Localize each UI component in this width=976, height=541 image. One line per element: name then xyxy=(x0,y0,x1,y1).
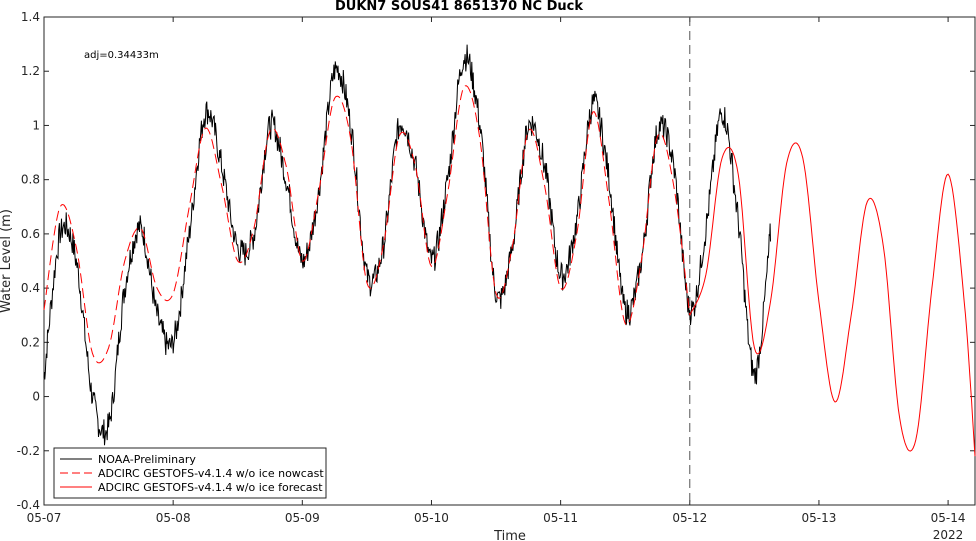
y-tick-label: 0 xyxy=(32,390,40,404)
legend: NOAA-Preliminary ADCIRC GESTOFS-v4.1.4 w… xyxy=(53,447,327,499)
legend-label-nowcast: ADCIRC GESTOFS-v4.1.4 w/o ice nowcast xyxy=(98,467,324,480)
axes-box xyxy=(43,16,976,506)
y-tick-label: 0.8 xyxy=(21,173,40,187)
x-tick-label: 05-09 xyxy=(285,511,320,525)
x-tick-label: 05-07 xyxy=(27,511,62,525)
adj-annotation: adj=0.34433m xyxy=(84,50,159,61)
y-tick-label: 0.2 xyxy=(21,335,40,349)
y-tick-label: 1 xyxy=(32,118,40,132)
x-tick-label: 05-11 xyxy=(543,511,578,525)
y-axis-title: Water Level (m) xyxy=(0,209,14,313)
y-tick-label: 1.2 xyxy=(21,64,40,78)
legend-box xyxy=(53,447,327,499)
x-tick-label: 05-14 xyxy=(931,511,966,525)
plot-area: -0.4 -0.2 0 0.2 0.4 0.6 0.8 1 1.2 1.4 05-07 05-08 05… xyxy=(17,10,976,525)
y-tick-label: 0.6 xyxy=(21,227,40,241)
series-nowcast-line xyxy=(43,85,691,364)
chart-title: DUKN7 SOUS41 8651370 NC Duck xyxy=(335,0,583,14)
y-tick-label: -0.4 xyxy=(17,498,40,512)
x-tick-label: 05-10 xyxy=(414,511,449,525)
y-tick-label: 1.4 xyxy=(21,10,40,24)
series-observed-line xyxy=(43,44,771,446)
y-tick-label: -0.2 xyxy=(17,444,40,458)
legend-label-observed: NOAA-Preliminary xyxy=(98,453,196,466)
x-axis-title: Time xyxy=(493,529,526,541)
x-tick-label: 05-13 xyxy=(801,511,836,525)
series-forecast-line xyxy=(689,142,976,457)
y-tick-label: 0.4 xyxy=(21,281,40,295)
legend-label-forecast: ADCIRC GESTOFS-v4.1.4 w/o ice forecast xyxy=(98,481,323,494)
year-label: 2022 xyxy=(933,528,964,541)
x-tick-label: 05-12 xyxy=(672,511,707,525)
x-tick-label: 05-08 xyxy=(156,511,191,525)
